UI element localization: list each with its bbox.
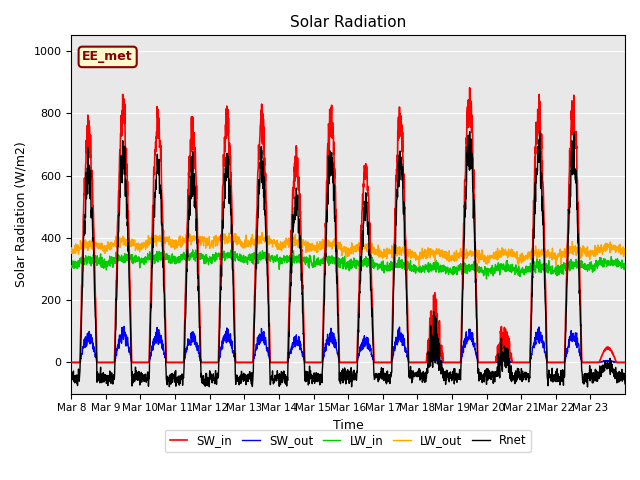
LW_in — [515, 269, 523, 275]
LW_out — [259, 229, 266, 235]
LW_in — [621, 267, 629, 273]
Y-axis label: Solar Radiation (W/m2): Solar Radiation (W/m2) — [15, 142, 28, 288]
Rnet — [242, 382, 250, 387]
Line: LW_out: LW_out — [71, 232, 625, 266]
SW_out — [547, 360, 554, 365]
LW_out — [123, 241, 131, 247]
SW_out — [515, 360, 523, 365]
Title: Solar Radiation: Solar Radiation — [290, 15, 406, 30]
Legend: SW_in, SW_out, LW_in, LW_out, Rnet: SW_in, SW_out, LW_in, LW_out, Rnet — [165, 430, 531, 452]
LW_out — [67, 245, 75, 251]
SW_in — [381, 360, 389, 365]
Rnet — [381, 377, 389, 383]
Line: SW_in: SW_in — [71, 88, 625, 362]
SW_out — [67, 360, 75, 365]
SW_in — [242, 360, 250, 365]
LW_out — [381, 252, 389, 257]
Text: EE_met: EE_met — [83, 50, 133, 63]
LW_in — [381, 265, 389, 271]
LW_in — [123, 258, 131, 264]
Rnet — [621, 381, 629, 387]
Rnet — [123, 215, 131, 221]
LW_in — [67, 264, 75, 270]
SW_in — [515, 360, 523, 365]
LW_out — [242, 232, 250, 238]
Rnet — [584, 384, 591, 390]
LW_in — [243, 258, 250, 264]
SW_out — [381, 360, 389, 365]
SW_out — [120, 324, 128, 329]
SW_in — [547, 360, 554, 365]
Line: Rnet: Rnet — [71, 131, 625, 387]
Rnet — [67, 379, 75, 384]
SW_out — [243, 360, 250, 365]
X-axis label: Time: Time — [333, 419, 364, 432]
LW_in — [547, 268, 554, 274]
SW_in — [123, 172, 131, 178]
LW_in — [189, 247, 196, 253]
LW_out — [415, 263, 423, 269]
LW_out — [547, 254, 554, 260]
Line: LW_in: LW_in — [71, 250, 625, 279]
Rnet — [536, 128, 543, 133]
SW_out — [614, 360, 621, 365]
Rnet — [614, 370, 621, 376]
Rnet — [547, 372, 554, 378]
LW_in — [483, 276, 490, 282]
Line: SW_out: SW_out — [71, 326, 625, 362]
LW_out — [515, 255, 523, 261]
LW_out — [621, 245, 629, 251]
SW_in — [621, 360, 629, 365]
LW_out — [614, 245, 621, 251]
SW_in — [67, 360, 75, 365]
Rnet — [515, 368, 523, 373]
SW_out — [123, 343, 131, 348]
SW_out — [621, 360, 629, 365]
LW_in — [614, 256, 621, 262]
SW_in — [614, 360, 621, 365]
SW_in — [466, 85, 474, 91]
